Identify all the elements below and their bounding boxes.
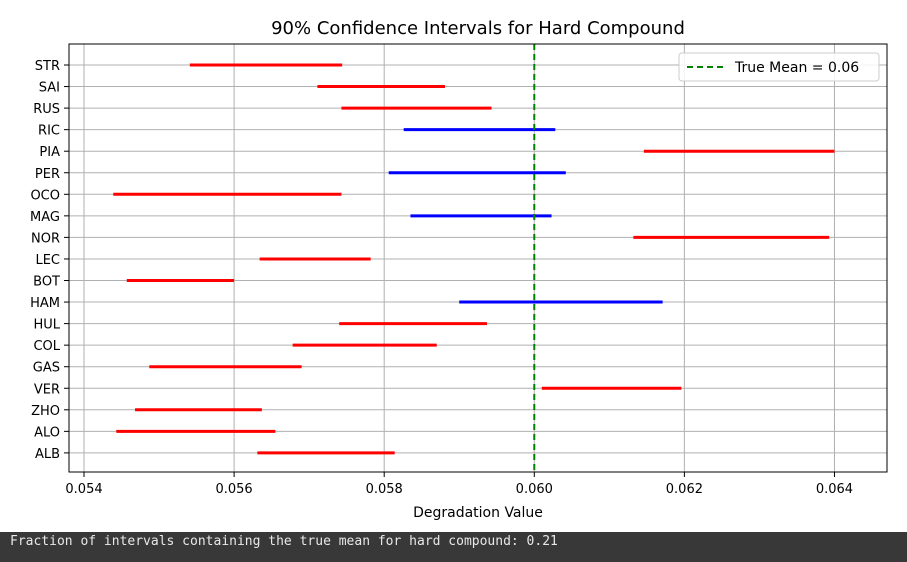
y-tick-label: HAM [30,296,60,311]
x-axis: 0.054 0.056 0.058 0.060 0.062 0.064 [65,472,853,497]
interval-chart: 90% Confidence Intervals for Hard Compou… [30,18,888,521]
y-axis: STR SAI RUS RIC PIA PER OCO MAG NOR LEC BOT HAM HUL C… [30,59,69,462]
y-tick-label: BOT [33,275,60,290]
chart-title: 90% Confidence Intervals for Hard Compou… [271,18,685,39]
x-axis-label: Degradation Value [413,505,543,521]
plot-frame [68,43,888,473]
y-tick-label: LEC [35,253,60,268]
y-tick-label: HUL [33,318,60,333]
console-text: Fraction of intervals containing the tru… [10,534,558,549]
y-tick-label: ZHO [31,404,60,419]
y-tick-label: PIA [39,145,60,160]
console-output: Fraction of intervals containing the tru… [0,532,907,562]
x-tick-label: 0.062 [666,482,703,497]
y-tick-label: STR [35,59,60,74]
y-tick-label: NOR [31,231,60,246]
y-tick-label: ALO [34,425,60,440]
x-tick-label: 0.064 [816,482,853,497]
y-tick-label: GAS [33,361,60,376]
legend: True Mean = 0.06 [678,52,880,82]
intervals [113,63,835,455]
x-tick-label: 0.056 [215,482,252,497]
y-tick-label: MAG [30,210,60,225]
y-tick-label: VER [34,382,60,397]
x-tick-label: 0.060 [516,482,553,497]
x-tick-label: 0.058 [366,482,403,497]
legend-box [678,52,880,82]
y-tick-label: RUS [33,102,60,117]
y-tick-label: PER [35,167,60,182]
y-tick-label: COL [33,339,60,354]
y-tick-label: ALB [35,447,60,462]
y-tick-label: SAI [39,81,60,96]
chart-figure: 90% Confidence Intervals for Hard Compou… [0,0,907,532]
legend-label-true-mean: True Mean = 0.06 [734,60,859,76]
x-tick-label: 0.054 [65,482,102,497]
y-tick-label: RIC [38,124,60,139]
y-tick-label: OCO [30,188,60,203]
